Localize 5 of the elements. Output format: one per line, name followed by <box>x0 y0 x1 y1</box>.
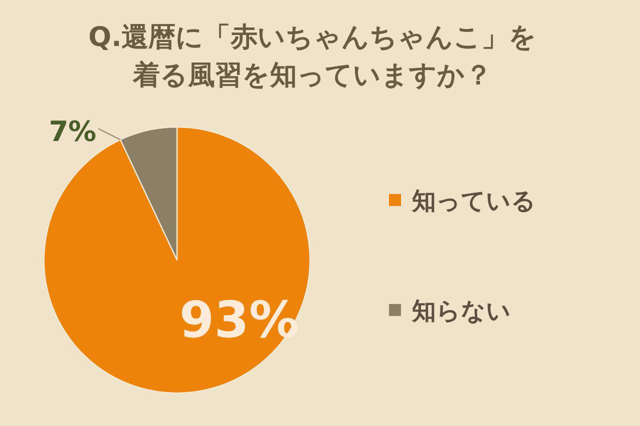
legend-label: 知っている <box>411 187 536 215</box>
chart-title: Q.還暦に「赤いちゃんちゃんこ」を着る風習を知っていますか？ <box>87 21 538 93</box>
data-label: 7% <box>48 115 96 148</box>
legend-label: 知らない <box>411 297 511 325</box>
data-label: 93% <box>179 290 300 349</box>
